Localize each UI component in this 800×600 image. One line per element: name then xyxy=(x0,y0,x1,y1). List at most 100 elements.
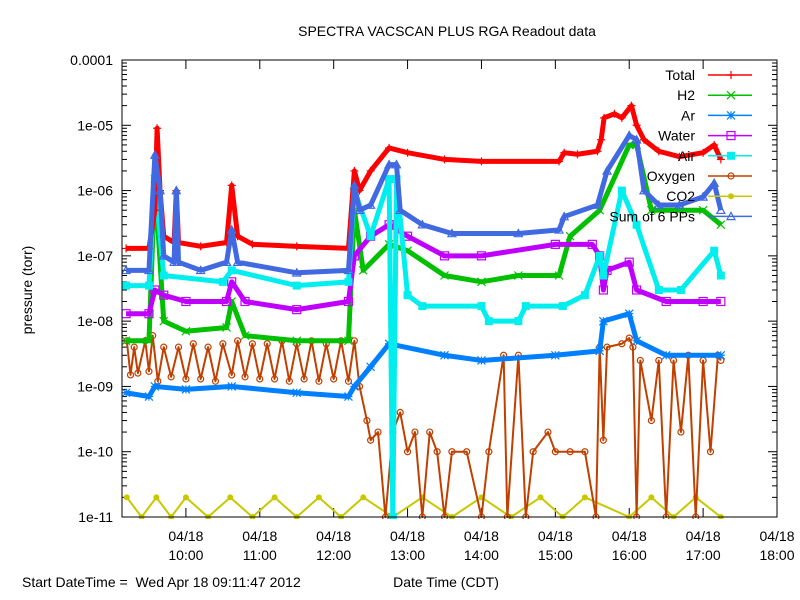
open-circle-marker xyxy=(285,377,293,385)
open-triangle-marker xyxy=(195,265,206,275)
open-circle-marker xyxy=(603,343,611,351)
cross-marker xyxy=(344,336,353,346)
open-circle-marker xyxy=(625,334,633,342)
cross-marker xyxy=(716,220,726,230)
filled-circle-marker xyxy=(123,494,130,501)
plus-marker xyxy=(227,181,236,190)
legend-label: Sum of 6 PPs xyxy=(609,208,695,224)
open-circle-marker xyxy=(411,428,419,436)
plus-marker xyxy=(477,157,486,166)
plus-marker xyxy=(292,242,301,251)
plus-marker xyxy=(593,147,602,156)
open-circle-marker xyxy=(396,408,404,417)
filled-circle-marker xyxy=(182,494,189,501)
plus-marker xyxy=(248,240,257,249)
open-circle-marker xyxy=(403,448,412,456)
cross-marker xyxy=(675,205,684,215)
y-tick-label: 1e-06 xyxy=(77,183,113,199)
legend-item: Air xyxy=(678,148,752,164)
open-triangle-marker xyxy=(554,224,565,234)
filled-square-marker xyxy=(484,317,493,326)
open-square-marker xyxy=(343,296,354,307)
legend-item: Ar xyxy=(681,107,752,123)
x-tick-time: 17:00 xyxy=(686,547,721,563)
star-marker xyxy=(144,392,154,401)
open-triangle-marker xyxy=(592,199,603,209)
cross-marker xyxy=(513,271,523,280)
x-tick-date: 04/18 xyxy=(612,528,647,544)
open-circle-marker xyxy=(544,428,552,436)
open-circle-marker xyxy=(263,340,271,348)
filled-square-marker xyxy=(292,281,301,290)
y-tick-label: 1e-05 xyxy=(77,117,113,133)
open-circle-marker xyxy=(315,377,323,385)
open-triangle-marker xyxy=(674,199,685,209)
open-triangle-marker xyxy=(171,185,182,195)
series-line xyxy=(126,132,724,276)
x-tick-date: 04/18 xyxy=(242,528,277,544)
y-tick-label: 1e-09 xyxy=(77,378,113,394)
open-triangle-marker xyxy=(391,159,402,169)
filled-circle-marker xyxy=(227,494,234,501)
open-circle-marker xyxy=(204,343,212,351)
open-circle-marker xyxy=(647,416,655,425)
star-marker xyxy=(598,316,608,326)
open-circle-marker xyxy=(485,448,493,456)
star-marker xyxy=(595,346,605,356)
open-circle-marker xyxy=(241,373,249,381)
open-circle-marker xyxy=(618,340,626,348)
cross-marker xyxy=(222,323,231,332)
open-square-marker xyxy=(587,239,597,249)
star-marker xyxy=(292,388,302,398)
chart-title: SPECTRA VACSCAN PLUS RGA Readout data xyxy=(298,23,596,39)
star-marker xyxy=(716,350,726,360)
open-square-marker xyxy=(632,285,642,295)
open-triangle-marker xyxy=(446,228,457,238)
filled-square-marker xyxy=(676,285,685,294)
y-tick-label: 1e-11 xyxy=(78,509,113,525)
filled-circle-marker xyxy=(153,494,160,501)
open-square-marker xyxy=(144,309,154,319)
star-marker xyxy=(632,336,642,346)
x-tick-date: 04/18 xyxy=(316,528,351,544)
plus-marker xyxy=(710,140,719,149)
plus-marker xyxy=(654,147,663,156)
y-tick-label: 1e-07 xyxy=(77,248,113,264)
plus-marker xyxy=(196,242,205,251)
open-square-marker xyxy=(661,296,671,307)
x-tick-time: 10:00 xyxy=(168,547,203,563)
star-marker xyxy=(227,382,237,391)
open-triangle-marker xyxy=(417,219,428,229)
open-circle-marker xyxy=(248,340,257,348)
legend-item: H2 xyxy=(677,87,752,103)
open-circle-marker xyxy=(130,343,138,351)
filled-circle-marker xyxy=(648,494,655,501)
plus-marker xyxy=(610,109,619,118)
open-triangle-marker xyxy=(365,199,376,209)
open-triangle-marker xyxy=(173,256,184,266)
legend-label: H2 xyxy=(677,87,695,103)
open-circle-marker xyxy=(189,340,197,348)
x-tick-time: 11:00 xyxy=(243,547,277,563)
open-circle-marker xyxy=(363,416,371,425)
open-circle-marker xyxy=(330,375,338,383)
open-circle-marker xyxy=(145,367,153,375)
open-circle-marker xyxy=(367,436,375,444)
plus-marker xyxy=(632,121,641,130)
open-circle-marker xyxy=(344,377,353,385)
open-triangle-marker xyxy=(395,204,406,215)
x-tick-date: 04/18 xyxy=(168,528,203,544)
legend-label: Oxygen xyxy=(647,168,695,184)
filled-circle-marker xyxy=(315,494,322,501)
star-marker xyxy=(344,392,353,401)
star-marker xyxy=(726,110,736,120)
legend-item: Sum of 6 PPs xyxy=(609,208,752,224)
open-circle-marker xyxy=(706,448,715,456)
open-triangle-marker xyxy=(354,204,365,215)
plot-frame xyxy=(121,59,778,518)
cross-marker xyxy=(240,331,250,341)
filled-square-marker xyxy=(344,277,353,286)
open-circle-marker xyxy=(566,448,574,456)
cross-marker xyxy=(159,316,169,326)
open-triangle-marker xyxy=(291,267,302,277)
